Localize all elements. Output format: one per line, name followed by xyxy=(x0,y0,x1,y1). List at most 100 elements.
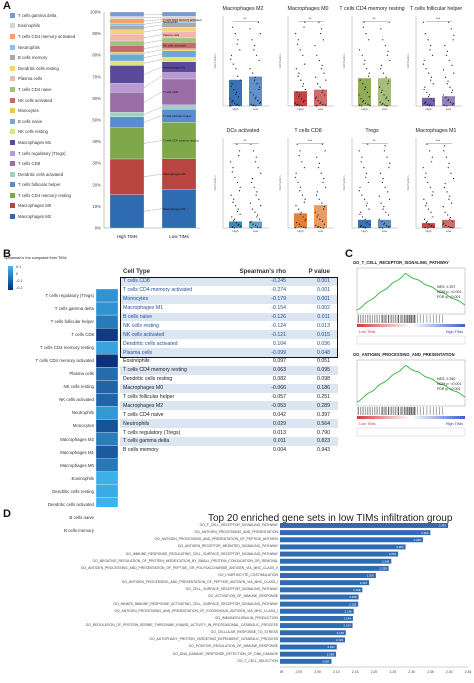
data-point xyxy=(363,63,365,65)
data-point xyxy=(432,191,434,193)
data-point xyxy=(380,64,383,66)
table-cell: Macrophages M0 xyxy=(123,385,164,392)
boxplot-x-label: Low xyxy=(253,229,259,233)
data-point xyxy=(236,103,238,105)
data-point xyxy=(383,206,385,208)
data-point xyxy=(253,186,255,188)
data-point xyxy=(302,85,304,87)
legend-swatch xyxy=(10,214,15,220)
rank-color-bar xyxy=(357,416,465,419)
data-point xyxy=(378,218,380,220)
table-cell: Eosinophils xyxy=(123,358,150,365)
data-point xyxy=(233,88,235,91)
data-point xyxy=(323,208,325,210)
heatmap-cell xyxy=(95,328,119,342)
boxplot-y-label: Cell fraction xyxy=(213,53,217,68)
boxplot-title: T cells CD8 xyxy=(294,128,321,134)
stack-connector xyxy=(143,45,163,49)
data-point xyxy=(361,156,363,158)
enrichment-bar xyxy=(280,608,354,614)
data-point xyxy=(447,167,449,169)
stack-connector xyxy=(143,75,163,88)
data-point xyxy=(362,83,364,85)
enrichment-bar-value: 2.169 xyxy=(353,588,361,592)
data-point xyxy=(239,79,242,81)
data-point xyxy=(443,145,446,147)
data-point xyxy=(318,59,321,62)
enrichment-bar-value: 2.146 xyxy=(344,609,352,613)
legend-item: Macrophages M1 xyxy=(10,137,86,148)
boxplot-x-label: High xyxy=(298,229,304,233)
stack-connector xyxy=(143,21,163,25)
data-point xyxy=(235,93,237,95)
data-point xyxy=(317,214,319,216)
data-point xyxy=(321,91,323,93)
enrichment-bar-value: 2.101 xyxy=(328,645,336,649)
heatmap-row-label: Neutrophils xyxy=(71,410,94,416)
heatmap-row-label: T cells gamma delta xyxy=(54,306,94,312)
table-cell: 0.001 xyxy=(317,296,330,303)
data-point xyxy=(295,33,297,35)
stack-segment-label: Macrophages M0 xyxy=(163,172,186,176)
heatmap-row-label: NK cells activated xyxy=(59,397,94,403)
data-point xyxy=(294,102,296,104)
data-point xyxy=(386,105,388,107)
table-cell: Plasma cells xyxy=(123,349,153,356)
heatmap-cell xyxy=(95,380,119,394)
data-point xyxy=(297,75,299,77)
table-cell: B cells naive xyxy=(123,314,153,320)
data-point xyxy=(316,83,319,85)
boxplot-x-label: High xyxy=(233,229,239,233)
boxplot-x-label: Low xyxy=(382,107,388,111)
data-point xyxy=(251,227,253,229)
boxplot-x-label: Low xyxy=(318,229,324,233)
table-row: Macrophages M0 -0.066 0.186 xyxy=(120,383,338,393)
data-point xyxy=(321,220,324,222)
enrichment-category-label: GO_IMMUNE_RESPONSE_REGULATING_CELL_SURFA… xyxy=(125,551,278,556)
data-point xyxy=(318,198,320,200)
data-point xyxy=(430,45,432,47)
legend-item: B cells naive xyxy=(10,116,86,127)
stack-segment xyxy=(109,65,145,84)
data-point xyxy=(444,45,446,47)
legend-item: Macrophages M0 xyxy=(10,201,86,212)
data-point xyxy=(236,181,239,184)
legend-label: T cells CD8 xyxy=(18,161,41,167)
data-point xyxy=(427,227,429,229)
data-point xyxy=(426,103,428,105)
data-point xyxy=(317,167,320,169)
legend-label: NK cells resting xyxy=(18,129,48,135)
boxplot-bar xyxy=(442,96,455,106)
stack-segment xyxy=(109,11,145,17)
data-point xyxy=(424,33,427,35)
gsea-right-label: High TIMs xyxy=(446,422,463,426)
data-point xyxy=(230,54,233,56)
table-cell: B cells memory xyxy=(123,447,159,454)
table-header: Cell Type Spearman's rho P value xyxy=(120,265,338,277)
enrichment-bar xyxy=(280,601,359,607)
data-point xyxy=(300,211,302,213)
data-point xyxy=(314,211,316,213)
enrichment-bar-value: 2.158 xyxy=(349,602,357,606)
table-row: T cells CD4 memory resting 0.063 0.095 xyxy=(120,365,338,375)
table-cell: -0.245 xyxy=(271,278,286,285)
data-point xyxy=(230,105,232,107)
data-point xyxy=(358,150,360,152)
table-cell: T cells CD8 xyxy=(123,278,150,285)
table-cell: -0.053 xyxy=(271,402,286,409)
stack-segment xyxy=(161,158,197,190)
data-point xyxy=(260,205,262,207)
legend-item: Dendritic cells resting xyxy=(10,63,86,74)
legend-label: Plasma cells xyxy=(18,76,43,82)
data-point xyxy=(388,198,391,200)
data-point xyxy=(388,225,390,228)
data-point xyxy=(360,161,362,163)
data-point xyxy=(448,198,450,200)
data-point xyxy=(379,227,381,229)
heatmap-scale-tick: -0.1 xyxy=(16,279,23,283)
stack-connector xyxy=(143,24,163,28)
table-cell: -0.057 xyxy=(271,394,286,401)
heatmap-cell xyxy=(95,301,119,316)
heatmap-row-label: B cells naive xyxy=(69,514,94,520)
heatmap-cell xyxy=(95,354,119,368)
